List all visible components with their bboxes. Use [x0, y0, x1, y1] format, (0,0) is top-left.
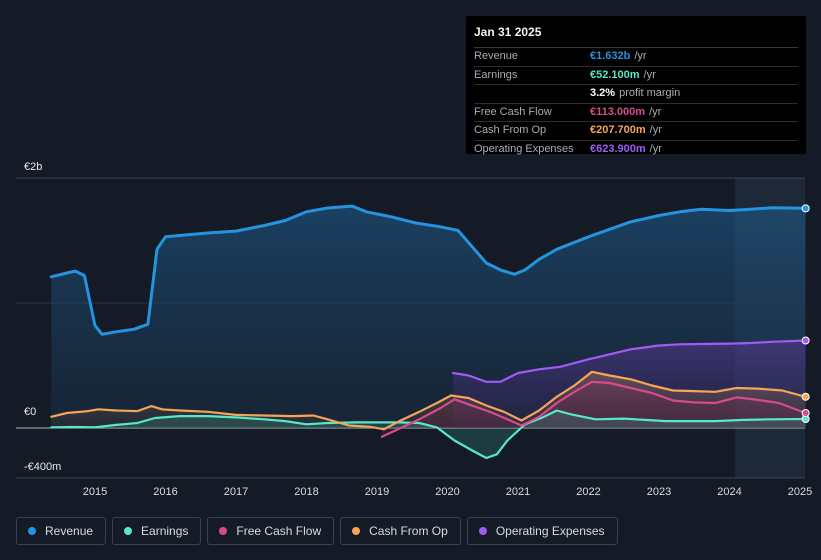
line-free-cash-flow: [380, 380, 807, 438]
x-tick-label: 2019: [365, 486, 389, 498]
line-cash-from-op: [50, 370, 807, 431]
tooltip-row-name: [474, 85, 590, 103]
x-tick-label: 2017: [224, 486, 248, 498]
legend-dot: [219, 527, 228, 535]
y-tick-label: €2b: [24, 161, 42, 173]
tooltip-row-unit: /yr: [634, 50, 647, 62]
area-free-cash-flow: [381, 381, 806, 437]
tooltip-row-value: €52.100m: [590, 68, 640, 81]
legend-item-operating-expenses[interactable]: Operating Expenses: [466, 517, 618, 545]
tooltip-row: 3.2% profit margin: [474, 85, 798, 104]
tooltip-row-name: Revenue: [474, 50, 519, 62]
area-earnings: [51, 410, 806, 458]
y-tick-label: -€400m: [24, 461, 61, 473]
x-tick-label: 2021: [506, 486, 530, 498]
tooltip-row: Revenue €1.632b/yr: [474, 48, 798, 67]
tooltip-row-value: 3.2%: [590, 87, 616, 99]
legend-dot: [352, 527, 361, 535]
tooltip-row-value: €207.700m: [590, 124, 646, 136]
legend-dot: [478, 527, 487, 535]
tooltip-row: Operating Expenses €623.900m/yr: [474, 141, 798, 159]
legend-dot: [28, 527, 36, 535]
legend-label: Revenue: [45, 524, 94, 538]
end-marker-free-cash-flow: [801, 409, 810, 417]
tooltip-row: Earnings €52.100m/yr: [474, 67, 798, 85]
line-earnings: [50, 409, 807, 460]
tooltip-row-value: €623.900m: [590, 142, 646, 155]
legend-item-earnings[interactable]: Earnings: [112, 517, 202, 545]
x-tick-label: 2015: [83, 486, 107, 498]
line-revenue: [49, 204, 808, 336]
end-marker-operating-expenses: [801, 336, 810, 345]
x-tick-label: 2023: [647, 486, 671, 498]
tooltip-row-value: €113.000m: [590, 105, 646, 118]
tooltip-row-unit: profit margin: [619, 87, 681, 99]
x-tick-label: 2025: [788, 486, 812, 498]
x-tick-label: 2024: [717, 486, 741, 498]
x-tick-label: 2018: [294, 486, 318, 498]
tooltip-row-unit: /yr: [643, 68, 656, 81]
area-cash-from-op: [51, 371, 806, 430]
end-marker-cash-from-op: [801, 392, 810, 401]
tooltip-row-unit: /yr: [649, 142, 662, 155]
tooltip-row-name: Free Cash Flow: [474, 105, 552, 118]
y-tick-label: €0: [24, 406, 36, 418]
x-tick-label: 2022: [576, 486, 600, 498]
legend-dot: [124, 527, 133, 535]
line-operating-expenses: [452, 339, 807, 383]
legend-label: Free Cash Flow: [236, 524, 322, 538]
tooltip-row: Free Cash Flow €113.000m/yr: [474, 104, 798, 122]
legend-label: Cash From Op: [369, 524, 448, 538]
legend-item-cash-from-op[interactable]: Cash From Op: [340, 517, 461, 545]
x-tick-label: 2016: [153, 486, 177, 498]
legend: Revenue Earnings Free Cash Flow Cash From O…: [16, 517, 618, 545]
tooltip-row-name: Operating Expenses: [474, 142, 574, 155]
legend-label: Operating Expenses: [495, 524, 605, 538]
tooltip-row: Cash From Op €207.700m/yr: [474, 122, 798, 141]
tooltip-row-unit: /yr: [649, 105, 662, 118]
tooltip-date: Jan 31 2025: [474, 24, 798, 48]
x-tick-label: 2020: [435, 486, 459, 498]
tooltip: Jan 31 2025 Revenue €1.632b/yr Earnings €52…: [466, 16, 806, 155]
tooltip-row-value: €1.632b: [590, 50, 631, 62]
legend-item-revenue[interactable]: Revenue: [16, 517, 107, 545]
legend-label: Earnings: [141, 524, 189, 538]
tooltip-row-unit: /yr: [649, 124, 662, 136]
tooltip-row-name: Cash From Op: [474, 124, 547, 136]
end-marker-revenue: [801, 204, 810, 213]
legend-item-free-cash-flow[interactable]: Free Cash Flow: [207, 517, 335, 545]
tooltip-row-name: Earnings: [474, 68, 518, 81]
